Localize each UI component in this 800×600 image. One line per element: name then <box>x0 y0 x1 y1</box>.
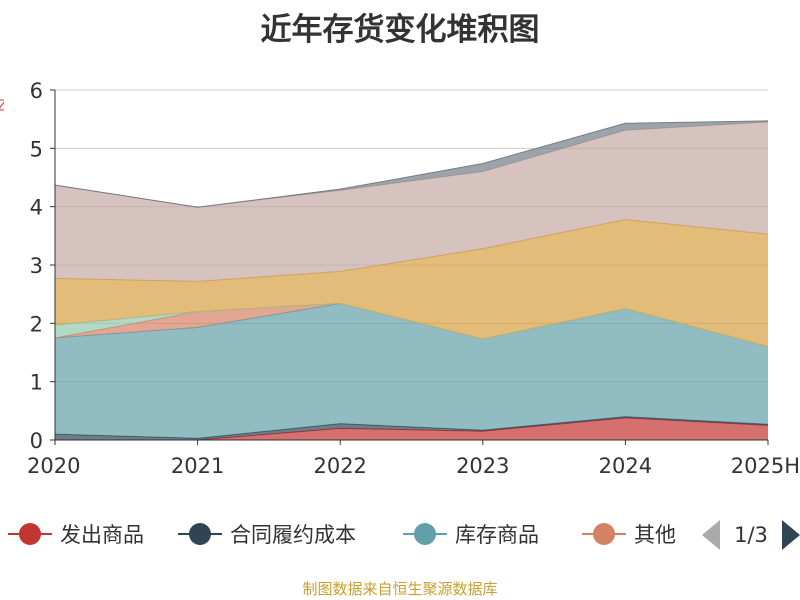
legend-next-page-icon[interactable] <box>782 520 800 550</box>
legend-label[interactable]: 库存商品 <box>455 523 539 547</box>
area-series-3 <box>55 303 768 347</box>
area-series-5 <box>55 219 768 347</box>
legend-prev-page-icon[interactable] <box>702 520 720 550</box>
area-layer <box>54 120 769 441</box>
y-tick-label: 3 <box>30 254 43 278</box>
y-axis-label-stub: 亿 <box>0 95 4 135</box>
legend-label[interactable]: 其他 <box>634 523 676 547</box>
x-tick-label: 2021 <box>171 454 224 478</box>
area-series-2 <box>55 303 768 439</box>
legend-marker[interactable] <box>19 523 41 545</box>
y-tick-label: 4 <box>30 196 43 220</box>
x-tick-label: 2022 <box>313 454 366 478</box>
area-series-1 <box>55 416 768 440</box>
chart-title: 近年存货变化堆积图 <box>260 12 540 48</box>
axis-layer: 0 1 2 3 4 5 6 2020 2021 2022 2023 2024 2025H <box>27 79 800 478</box>
area-series-line-7 <box>54 120 769 208</box>
y-tick-label: 2 <box>30 312 43 336</box>
legend-page-indicator: 1/3 <box>734 523 768 547</box>
legend[interactable]: 发出商品 合同履约成本 库存商品 其他 1/3 <box>8 520 800 550</box>
x-tick-label: 2020 <box>27 454 80 478</box>
y-tick-label: 6 <box>30 79 43 103</box>
y-tick-label: 0 <box>30 429 43 453</box>
area-series-0 <box>55 417 768 440</box>
source-note: 制图数据来自恒生聚源数据库 <box>302 580 498 598</box>
legend-marker[interactable] <box>189 523 211 545</box>
y-tick-label: 1 <box>30 371 43 395</box>
legend-label[interactable]: 发出商品 <box>60 523 144 547</box>
x-tick-label: 2024 <box>599 454 652 478</box>
y-tick-label: 5 <box>30 137 43 161</box>
legend-label[interactable]: 合同履约成本 <box>230 523 356 547</box>
area-series-6 <box>55 122 768 282</box>
x-tick-label: 2023 <box>456 454 509 478</box>
legend-marker[interactable] <box>414 523 436 545</box>
x-tick-label: 2025H <box>731 454 800 478</box>
legend-marker[interactable] <box>593 523 615 545</box>
